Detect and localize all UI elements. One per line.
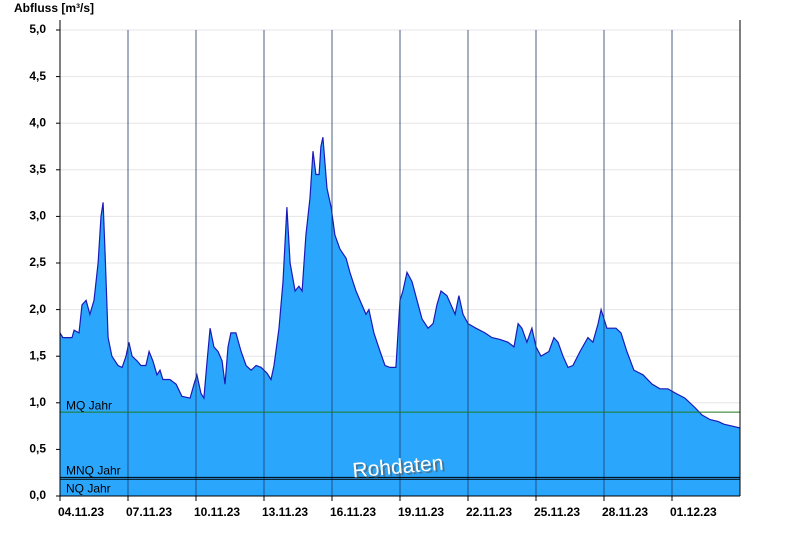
- y-tick-label: 0,0: [29, 488, 46, 502]
- x-tick-label: 28.11.23: [602, 505, 648, 519]
- y-axis-label: Abfluss [m³/s]: [14, 1, 94, 15]
- y-tick-label: 4,5: [29, 69, 46, 83]
- y-tick-label: 0,5: [29, 442, 46, 456]
- x-tick-label: 04.11.23: [58, 505, 104, 519]
- y-tick-label: 5,0: [29, 22, 46, 36]
- reference-label: MNQ Jahr: [66, 464, 121, 478]
- x-tick-label: 25.11.23: [534, 505, 580, 519]
- y-tick-label: 2,0: [29, 302, 46, 316]
- y-tick-label: 4,0: [29, 115, 46, 129]
- x-tick-label: 22.11.23: [466, 505, 512, 519]
- x-tick-label: 13.11.23: [262, 505, 308, 519]
- x-tick-label: 16.11.23: [330, 505, 376, 519]
- x-tick-label: 07.11.23: [126, 505, 172, 519]
- area-line: [59, 137, 741, 429]
- y-tick-label: 2,5: [29, 255, 46, 269]
- x-tick-label: 01.12.23: [670, 505, 717, 519]
- y-tick-label: 3,5: [29, 162, 46, 176]
- x-tick-label: 19.11.23: [398, 505, 444, 519]
- reference-label: MQ Jahr: [66, 398, 112, 412]
- y-tick-label: 3,0: [29, 209, 46, 223]
- y-tick-label: 1,0: [29, 395, 46, 409]
- x-tick-label: 10.11.23: [194, 505, 240, 519]
- reference-label: NQ Jahr: [66, 481, 111, 495]
- y-tick-label: 1,5: [29, 348, 46, 362]
